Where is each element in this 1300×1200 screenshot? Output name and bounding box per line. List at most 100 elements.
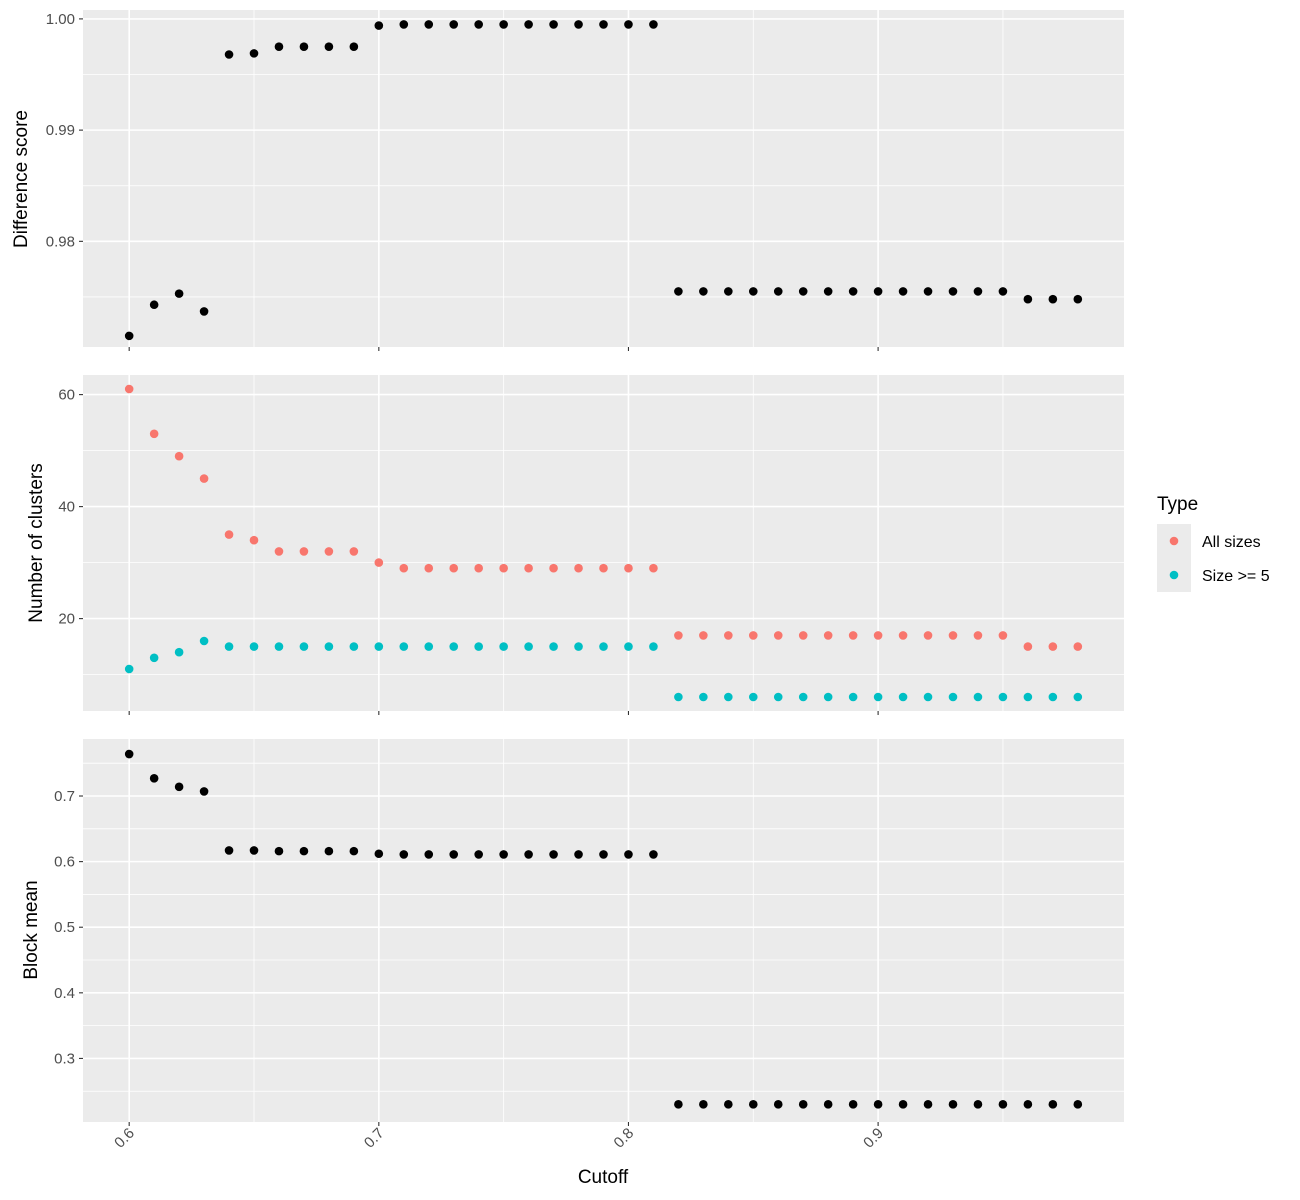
data-point — [873, 1100, 883, 1109]
data-point — [124, 664, 134, 674]
data-point — [349, 42, 359, 52]
legend-label-size-5: Size >= 5 — [1202, 568, 1270, 585]
data-point — [424, 20, 434, 29]
data-point — [624, 850, 633, 859]
data-point — [249, 535, 259, 545]
data-point — [549, 850, 558, 859]
data-point — [649, 20, 658, 29]
data-point — [124, 331, 134, 341]
data-point — [699, 692, 708, 702]
data-point — [124, 384, 134, 394]
data-point — [848, 692, 858, 702]
data-point — [274, 642, 284, 651]
data-point — [399, 20, 409, 29]
data-point — [324, 846, 334, 856]
data-point — [998, 692, 1008, 702]
data-point — [599, 563, 608, 573]
data-point — [449, 642, 459, 651]
data-point — [674, 1100, 683, 1109]
data-point — [748, 692, 758, 702]
data-point — [449, 563, 459, 573]
data-point — [848, 287, 858, 296]
legend: Type All sizes Size >= 5 — [1157, 494, 1270, 592]
data-point — [1073, 1100, 1083, 1109]
data-point — [748, 287, 758, 296]
data-point — [873, 287, 883, 296]
series-size-5 — [124, 636, 1083, 702]
data-point — [1073, 294, 1083, 304]
data-point — [973, 1100, 983, 1109]
data-point — [624, 20, 633, 29]
data-point — [1023, 692, 1033, 702]
data-point — [848, 631, 858, 640]
y-tick-label: 40 — [58, 499, 75, 516]
data-point — [274, 42, 284, 52]
data-point — [224, 50, 234, 59]
data-point — [798, 1100, 808, 1109]
legend-title: Type — [1157, 494, 1198, 515]
data-point — [649, 642, 658, 651]
data-point — [948, 287, 958, 296]
data-point — [524, 20, 533, 29]
y-tick-label: 1.00 — [46, 11, 75, 28]
series-block-mean — [124, 749, 1083, 1109]
data-point — [274, 547, 284, 556]
data-point — [973, 287, 983, 296]
y-tick-label: 20 — [58, 611, 75, 628]
data-point — [174, 289, 184, 298]
data-point — [524, 850, 533, 859]
data-point — [674, 287, 683, 296]
data-point — [199, 474, 209, 483]
y-axis-title-block-mean: Block mean — [21, 880, 42, 979]
data-point — [748, 631, 758, 640]
data-point — [174, 647, 184, 657]
data-point — [923, 631, 933, 640]
y-tick-label: 0.98 — [46, 233, 75, 250]
data-point — [424, 563, 434, 573]
data-point — [549, 563, 558, 573]
data-point — [773, 692, 783, 702]
data-point — [923, 1100, 933, 1109]
data-point — [873, 692, 883, 702]
data-point — [823, 692, 833, 702]
data-point — [898, 287, 908, 296]
data-point — [973, 692, 983, 702]
y-tick-label: 0.4 — [54, 985, 75, 1002]
data-point — [524, 563, 533, 573]
data-point — [923, 287, 933, 296]
data-point — [624, 563, 633, 573]
data-point — [649, 850, 658, 859]
data-point — [424, 642, 434, 651]
data-point — [624, 642, 633, 651]
series-all-sizes — [124, 384, 1083, 651]
data-point — [823, 1100, 833, 1109]
data-point — [349, 642, 359, 651]
data-point — [299, 42, 309, 52]
data-point — [474, 20, 483, 29]
data-point — [599, 642, 608, 651]
data-point — [848, 1100, 858, 1109]
data-point — [773, 287, 783, 296]
data-point — [349, 846, 359, 856]
data-point — [1073, 692, 1083, 702]
data-point — [724, 631, 733, 640]
data-point — [1023, 1100, 1033, 1109]
data-point — [599, 20, 608, 29]
data-point — [948, 631, 958, 640]
data-point — [699, 287, 708, 296]
data-point — [374, 21, 384, 30]
data-point — [1073, 642, 1083, 651]
data-point — [1048, 1100, 1058, 1109]
data-point — [574, 563, 583, 573]
data-point — [374, 558, 384, 567]
data-point — [149, 429, 159, 439]
data-point — [324, 642, 334, 651]
data-point — [349, 547, 359, 556]
panel-background — [83, 375, 1124, 711]
panel-block-mean: 0.3 0.4 0.5 0.6 0.7 — [54, 739, 1124, 1126]
data-point — [499, 850, 508, 859]
data-point — [474, 850, 483, 859]
data-point — [149, 300, 159, 310]
panel-difference-score: 0.98 0.99 1.00 — [46, 10, 1124, 351]
data-point — [199, 636, 209, 646]
